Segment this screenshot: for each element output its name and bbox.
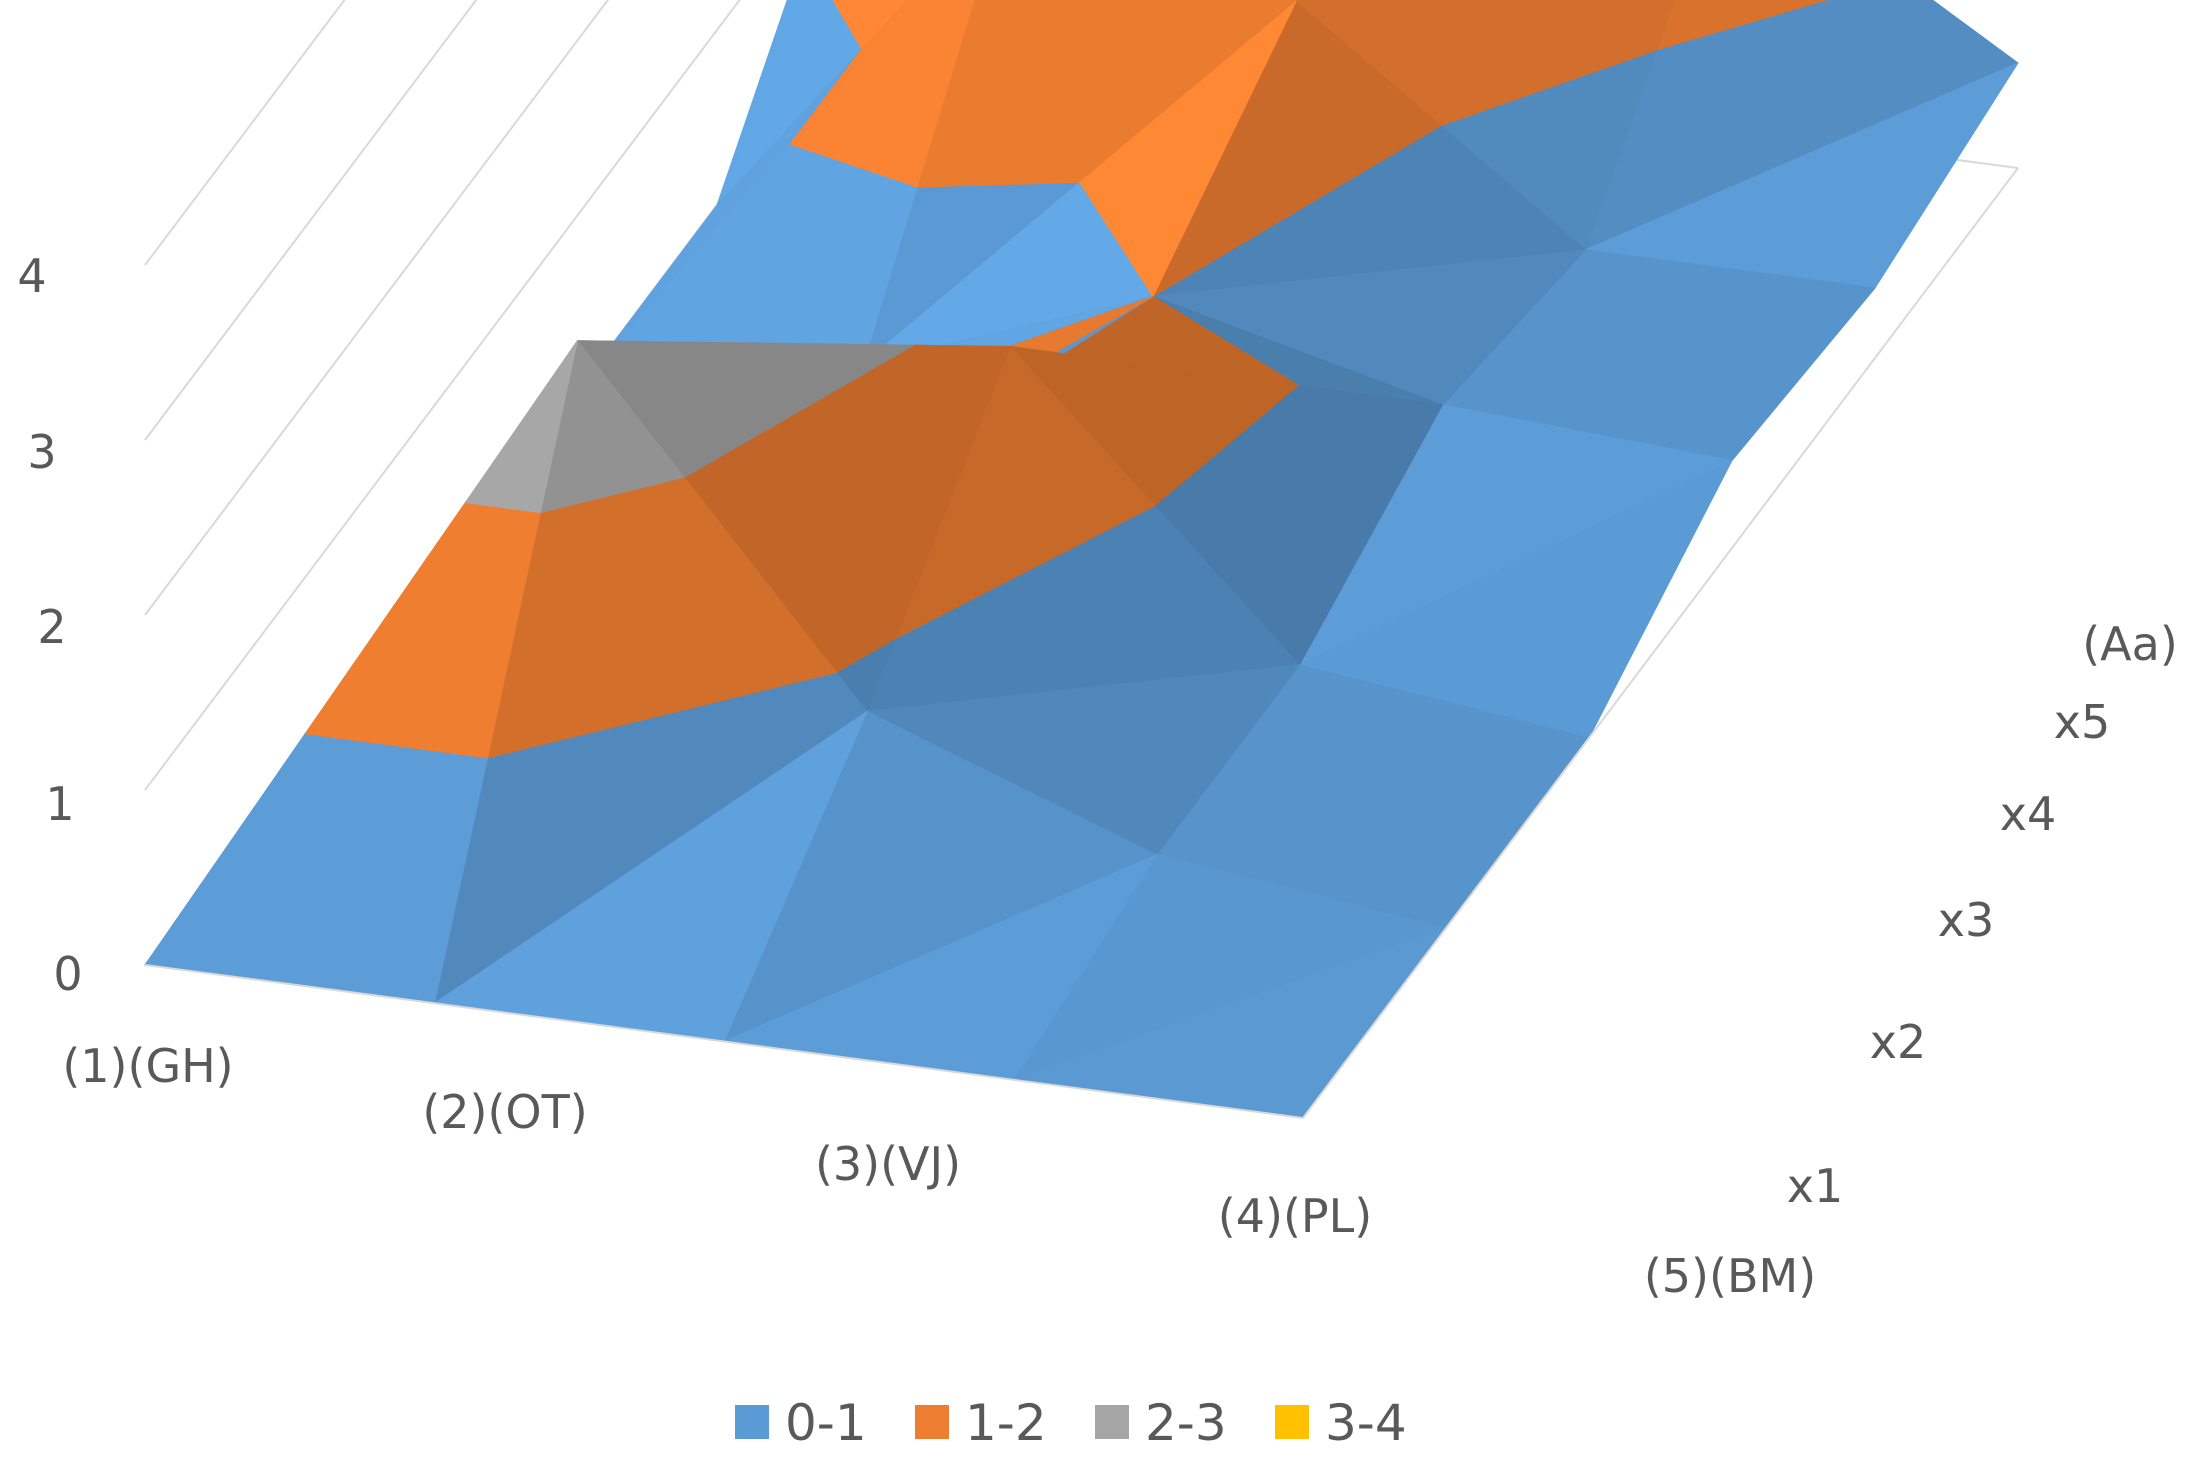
x-axis-line [144, 964, 1304, 1119]
depth-label-x1: x1 [1787, 1159, 1844, 1213]
z-tick-0: 0 [53, 947, 82, 1001]
x-label-1: (1)(GH) [62, 1039, 233, 1093]
surface-facet-11-band-1 [789, 0, 975, 188]
surface-facet-2-band-1 [832, 0, 909, 50]
legend-swatch-3-4 [1275, 1405, 1309, 1439]
legend-label-2-3: 2-3 [1145, 1394, 1227, 1452]
legend-swatch-0-1 [735, 1405, 769, 1439]
x-axis-labels: (1)(GH) (2)(OT) (3)(VJ) (4)(PL) (5)(BM) [62, 1039, 1816, 1303]
depth-label-x5: x5 [2054, 695, 2111, 749]
depth-label-aa: (Aa) [2082, 617, 2178, 671]
legend-label-0-1: 0-1 [785, 1394, 867, 1452]
legend-label-1-2: 1-2 [965, 1394, 1047, 1452]
gridline-z1 [144, 0, 741, 791]
depth-axis-labels: x1 x2 x3 x4 x5 (Aa) [1787, 617, 2178, 1213]
surface-plot [144, 0, 2019, 1119]
surface-facet-35-band-0 [144, 733, 488, 1004]
depth-label-x3: x3 [1938, 893, 1995, 947]
surface-facet-5-band-1 [1656, 0, 1829, 51]
legend-swatch-1-2 [915, 1405, 949, 1439]
surface-facet-35-band-2 [464, 340, 578, 513]
z-tick-4: 4 [17, 249, 46, 303]
surface-facet-12-band-1 [1079, 1, 1297, 297]
legend-swatch-2-3 [1095, 1405, 1129, 1439]
z-tick-3: 3 [27, 425, 56, 479]
legend: 0-1 1-2 2-3 3-4 [735, 1394, 1407, 1452]
depth-label-x2: x2 [1870, 1015, 1927, 1069]
x-label-2: (2)(OT) [422, 1085, 587, 1139]
x-label-4: (4)(PL) [1218, 1189, 1372, 1243]
z-tick-2: 2 [37, 600, 66, 654]
z-tick-1: 1 [45, 777, 74, 831]
x-label-3: (3)(VJ) [815, 1137, 961, 1191]
gridline-z3 [144, 0, 478, 441]
legend-label-3-4: 3-4 [1325, 1394, 1407, 1452]
depth-axis-line [1302, 167, 2019, 1119]
axes-lines [144, 167, 2019, 1119]
depth-label-x4: x4 [2000, 787, 2057, 841]
gridline-z2 [144, 0, 610, 616]
x-label-5: (5)(BM) [1644, 1249, 1816, 1303]
z-axis-labels: 0 1 2 3 4 [17, 249, 82, 1001]
